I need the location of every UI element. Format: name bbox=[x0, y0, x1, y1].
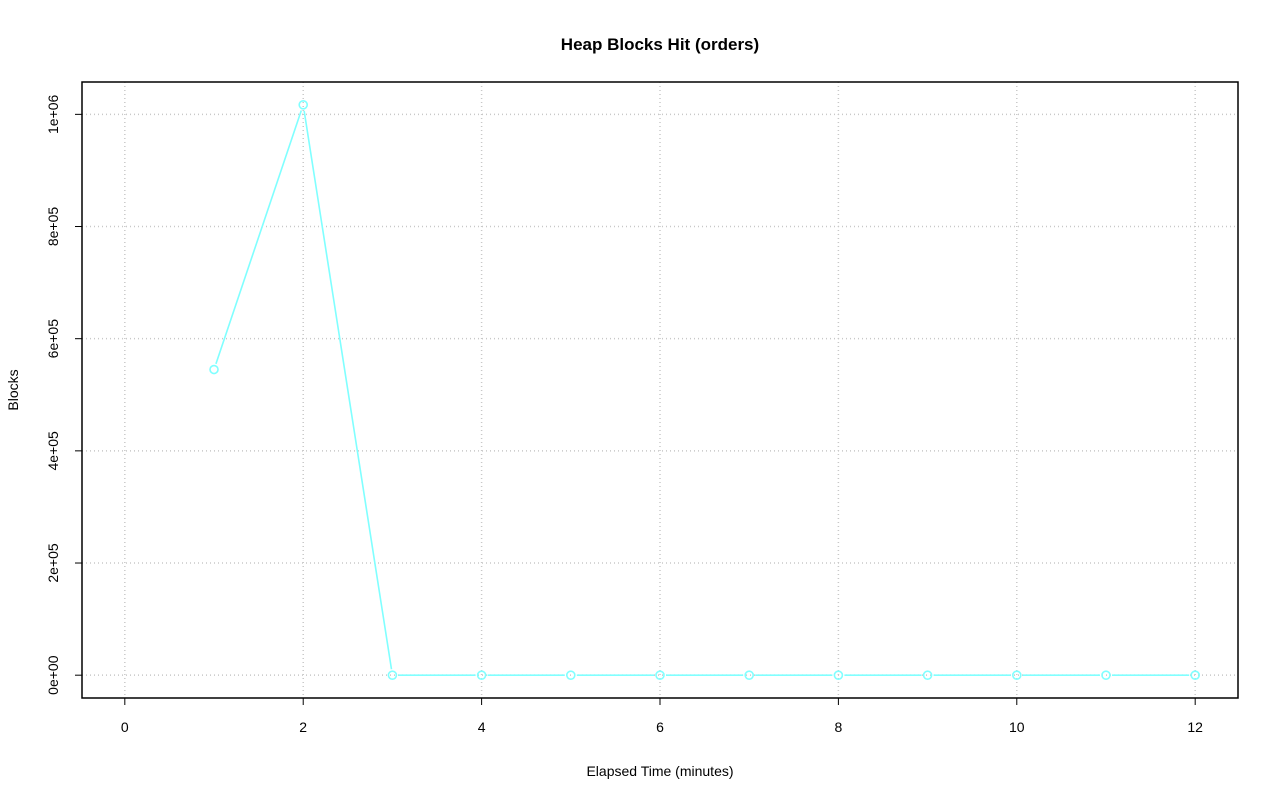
y-tick-label: 2e+05 bbox=[45, 543, 61, 583]
data-point bbox=[298, 100, 309, 110]
data-point bbox=[833, 670, 844, 680]
y-tick-label: 1e+06 bbox=[45, 94, 61, 134]
x-tick-label: 10 bbox=[1009, 719, 1025, 735]
data-point bbox=[922, 670, 933, 680]
y-tick-label: 6e+05 bbox=[45, 319, 61, 359]
x-tick-label: 12 bbox=[1187, 719, 1203, 735]
data-point bbox=[566, 670, 576, 680]
x-axis-label: Elapsed Time (minutes) bbox=[586, 763, 733, 779]
y-tick-label: 4e+05 bbox=[45, 431, 61, 471]
data-point bbox=[387, 670, 398, 680]
y-axis-label: Blocks bbox=[5, 369, 21, 410]
data-point bbox=[1190, 670, 1200, 680]
x-axis: 0 2 4 6 8 10 12 bbox=[121, 698, 1203, 735]
x-tick-label: 0 bbox=[121, 719, 129, 735]
grid bbox=[82, 82, 1238, 698]
y-tick-label: 0e+00 bbox=[45, 655, 61, 695]
y-axis: 0e+00 2e+05 4e+05 6e+05 8e+05 1e+06 bbox=[45, 94, 82, 695]
data-point bbox=[1011, 670, 1022, 680]
x-tick-label: 4 bbox=[478, 719, 486, 735]
y-tick-label: 8e+05 bbox=[45, 207, 61, 247]
series-line-segment bbox=[303, 110, 393, 670]
x-tick-label: 2 bbox=[299, 719, 307, 735]
x-tick-label: 6 bbox=[656, 719, 664, 735]
data-point bbox=[744, 670, 754, 680]
data-point bbox=[1101, 670, 1111, 680]
data-point bbox=[209, 364, 219, 375]
x-tick-label: 8 bbox=[834, 719, 842, 735]
series-line-segment bbox=[215, 110, 303, 365]
data-point bbox=[476, 670, 487, 680]
data-point bbox=[655, 670, 665, 680]
chart-title: Heap Blocks Hit (orders) bbox=[561, 35, 759, 54]
series bbox=[209, 100, 1200, 680]
